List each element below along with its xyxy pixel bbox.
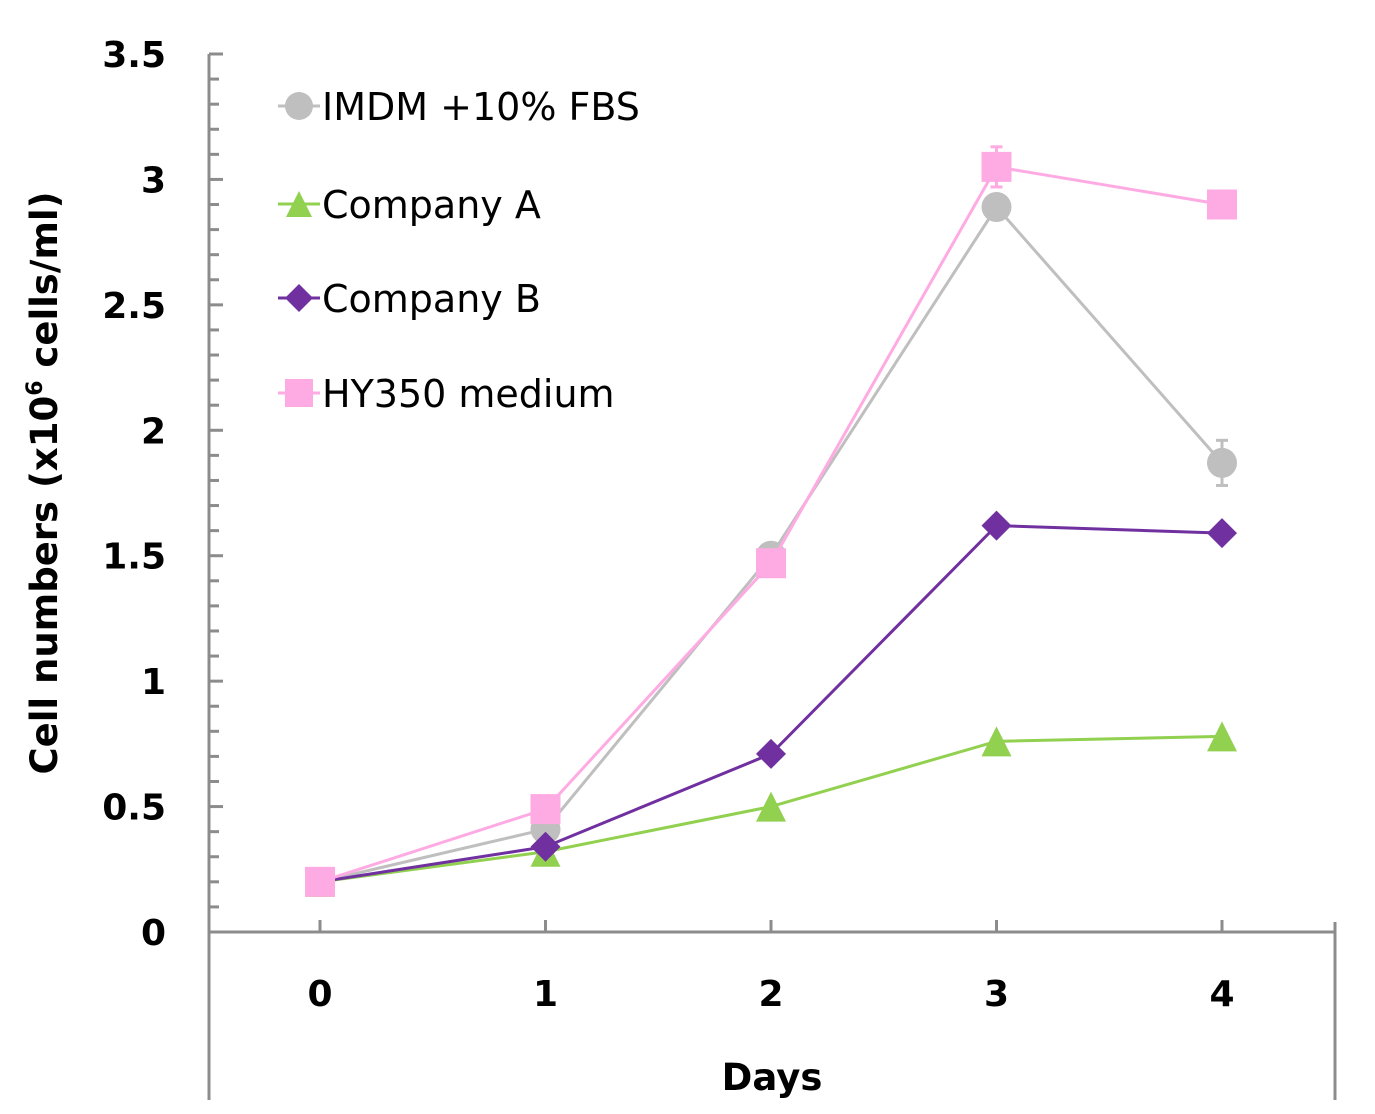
data-point [756,791,786,822]
data-point [530,831,561,862]
data-point [1207,189,1237,220]
legend: IMDM +10% FBS Company A Company B HY350 med… [278,85,640,416]
x-tick-label: 2 [758,974,783,1015]
y-tick-label: 2.5 [102,286,166,327]
y-tick-label: 1 [141,662,166,703]
legend-marker-square-icon [285,379,313,407]
y-axis-title: Cell numbers (x106 cells/ml) [23,191,66,774]
data-point [1207,721,1237,752]
data-point [981,192,1012,223]
y-tick-label: 0.5 [102,788,166,829]
legend-label: HY350 medium [322,372,615,416]
series-hy350-medium [305,145,1237,897]
legend-marker-circle-icon [285,92,313,120]
legend-item: HY350 medium [278,372,615,416]
data-point [756,738,786,769]
data-point [530,794,561,825]
data-point [981,726,1012,757]
legend-item: Company A [278,183,541,227]
series-layer [305,145,1237,897]
series-line [319,524,1223,884]
y-tick-label: 0 [141,913,166,954]
series-company-b [305,510,1237,897]
y-tick-label: 3 [141,160,166,201]
x-tick-label: 3 [984,974,1009,1015]
x-tick-label: 0 [307,974,332,1015]
y-tick-label: 1.5 [102,537,166,578]
legend-item: IMDM +10% FBS [278,85,640,129]
x-tick-label: 1 [533,974,558,1015]
legend-label: IMDM +10% FBS [322,85,640,129]
x-axis-title: Days [722,1056,823,1099]
series-line [319,165,1223,884]
legend-marker-diamond-icon [285,284,313,312]
legend-item: Company B [278,277,541,321]
y-tick-label: 2 [141,411,166,452]
y-axis-title-unit: cells/ml) [23,191,66,380]
data-point [1207,518,1237,549]
y-axis-title-main: Cell numbers (x10 [23,396,66,775]
data-point [756,548,786,579]
data-point [1207,447,1237,478]
data-point [981,510,1012,541]
y-axis-title-superscript: 6 [23,380,48,395]
legend-label: Company B [322,277,541,321]
data-point [305,866,335,897]
legend-marker-triangle-icon [286,191,312,217]
y-tick-label: 3.5 [102,35,166,76]
legend-label: Company A [322,183,541,227]
x-tick-label: 4 [1209,974,1234,1015]
axes: 0 0.5 1 1.5 2 2.5 3 3.5 0 1 2 3 4 [102,35,1337,1100]
data-point [981,151,1012,182]
